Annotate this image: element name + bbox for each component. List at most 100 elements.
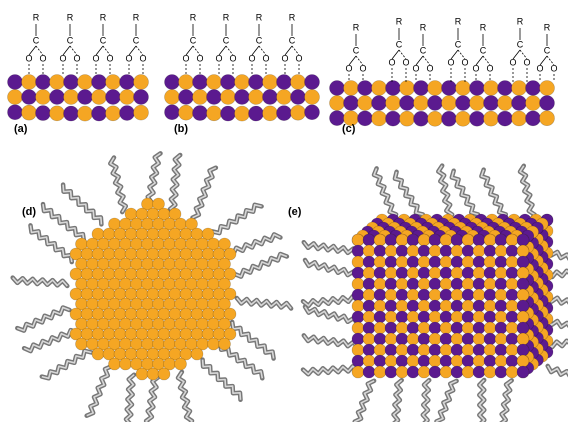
atom-sphere <box>495 256 507 268</box>
ligand-chain-highlight <box>24 330 77 351</box>
ligand-chain-highlight <box>305 260 357 277</box>
atom-sphere <box>374 234 386 246</box>
atom-sphere <box>386 96 401 111</box>
atom-sphere <box>106 75 121 90</box>
atom-sphere <box>418 311 430 323</box>
atom-sphere <box>36 106 51 121</box>
atom-sphere <box>414 111 429 126</box>
atom-sphere <box>277 106 292 121</box>
atom-sphere <box>385 355 397 367</box>
atom-label: R <box>517 16 524 26</box>
atom-label: C <box>256 35 263 45</box>
atom-sphere <box>120 75 135 90</box>
atom-sphere <box>352 245 364 257</box>
atom-label: O <box>447 57 454 67</box>
atom-label: R <box>190 12 197 22</box>
atom-sphere <box>517 333 529 345</box>
atom-sphere <box>407 311 419 323</box>
atom-label: O <box>39 53 46 63</box>
ligand-chain-highlight <box>395 172 423 222</box>
atom-sphere <box>64 75 79 90</box>
atom-sphere <box>386 111 401 126</box>
atom-sphere <box>207 90 222 105</box>
atom-sphere <box>109 358 121 370</box>
atom-sphere <box>484 300 496 312</box>
atom-sphere <box>484 289 496 301</box>
ligand-chain-highlight <box>193 168 216 218</box>
atom-label: O <box>359 63 366 73</box>
atom-sphere <box>179 90 194 105</box>
atom-sphere <box>385 245 397 257</box>
atom-sphere <box>470 96 485 111</box>
atom-sphere <box>372 81 387 96</box>
atom-sphere <box>495 267 507 279</box>
atom-sphere <box>517 289 529 301</box>
atom-sphere <box>136 368 148 380</box>
ligand-chain-highlight <box>43 204 84 241</box>
atom-sphere <box>374 245 386 257</box>
atom-sphere <box>396 344 408 356</box>
atom-sphere <box>219 338 231 350</box>
atom-label: O <box>106 53 113 63</box>
atom-label: R <box>420 22 427 32</box>
atom-label: R <box>100 12 107 22</box>
atom-sphere <box>374 278 386 290</box>
atom-label: R <box>223 12 230 22</box>
atom-sphere <box>495 289 507 301</box>
atom-sphere <box>462 234 474 246</box>
atom-sphere <box>462 322 474 334</box>
atom-sphere <box>451 311 463 323</box>
atom-sphere <box>517 322 529 334</box>
atom-sphere <box>385 300 397 312</box>
atom-sphere <box>407 333 419 345</box>
atom-sphere <box>429 366 441 378</box>
ligand-chain-highlight <box>232 322 273 359</box>
atom-sphere <box>106 90 121 105</box>
atom-sphere <box>385 256 397 268</box>
atom-sphere <box>165 90 180 105</box>
atom-sphere <box>429 300 441 312</box>
atom-label: C <box>289 35 296 45</box>
atom-sphere <box>506 234 518 246</box>
atom-sphere <box>344 81 359 96</box>
atom-sphere <box>442 81 457 96</box>
atom-sphere <box>540 111 555 126</box>
ligand-chain-highlight <box>235 254 287 277</box>
atom-sphere <box>363 278 375 290</box>
atom-sphere <box>442 111 457 126</box>
atom-sphere <box>495 344 507 356</box>
atom-label: O <box>461 57 468 67</box>
atom-label: O <box>345 63 352 73</box>
panel-label: (c) <box>342 123 356 135</box>
atom-sphere <box>484 96 499 111</box>
atom-sphere <box>440 245 452 257</box>
atom-sphere <box>451 355 463 367</box>
atom-sphere <box>396 311 408 323</box>
atom-sphere <box>451 278 463 290</box>
atom-sphere <box>462 300 474 312</box>
atom-sphere <box>400 111 415 126</box>
atom-sphere <box>179 75 194 90</box>
atom-sphere <box>484 234 496 246</box>
atom-sphere <box>363 366 375 378</box>
atom-label: O <box>73 53 80 63</box>
atom-sphere <box>407 322 419 334</box>
atom-sphere <box>363 333 375 345</box>
atom-sphere <box>470 81 485 96</box>
atom-sphere <box>407 300 419 312</box>
atom-sphere <box>221 90 236 105</box>
atom-sphere <box>429 333 441 345</box>
atom-sphere <box>451 322 463 334</box>
atom-sphere <box>363 267 375 279</box>
atom-sphere <box>147 368 159 380</box>
atom-sphere <box>374 333 386 345</box>
atom-sphere <box>418 344 430 356</box>
atom-sphere <box>396 256 408 268</box>
atom-sphere <box>506 333 518 345</box>
atom-sphere <box>50 75 65 90</box>
atom-sphere <box>400 81 415 96</box>
atom-sphere <box>330 81 345 96</box>
atom-sphere <box>191 348 203 360</box>
atom-sphere <box>473 333 485 345</box>
figure: RCOORCOORCOORCOORCOORCOORCOORCOORCOORCOO… <box>0 0 568 422</box>
